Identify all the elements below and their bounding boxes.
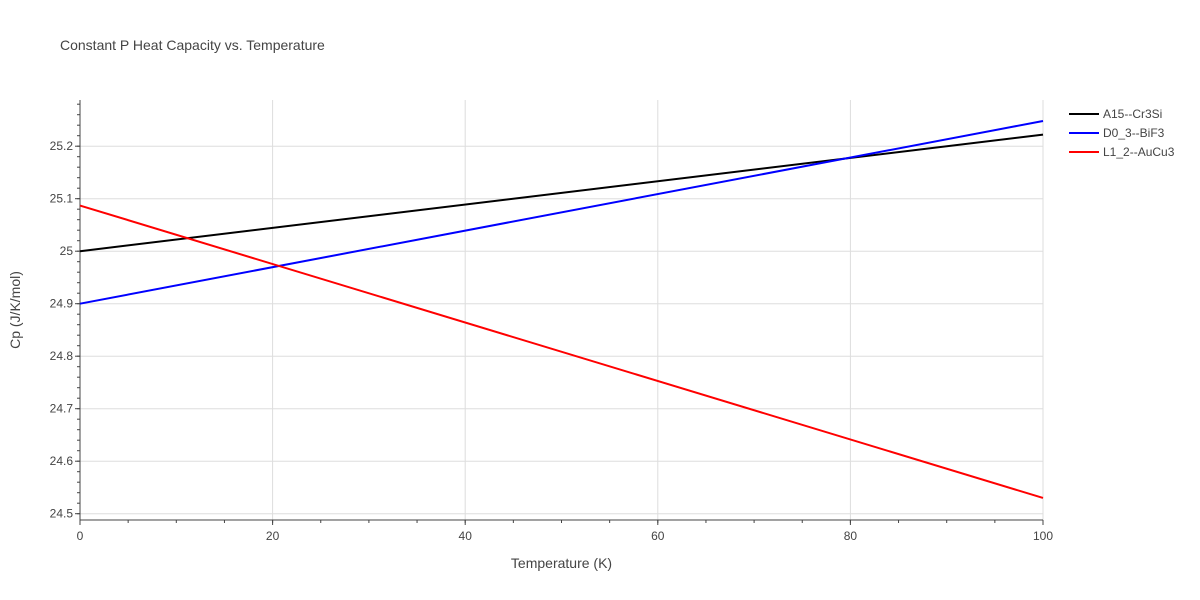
y-tick-label: 24.5 — [50, 507, 74, 521]
series-line — [79, 133, 1044, 253]
y-tick-label: 24.9 — [50, 297, 74, 311]
y-axis-title: Cp (J/K/mol) — [7, 271, 23, 349]
legend-label: D0_3--BiF3 — [1103, 126, 1165, 140]
legend-item[interactable]: L1_2--AuCu3 — [1069, 145, 1175, 159]
axes-layer: 24.5 24.6 24.7 24.8 24.9 25 25.1 25.2 0 20 40 60 80 1… — [50, 100, 1053, 543]
y-tick-label: 25 — [60, 244, 74, 258]
legend-label: A15--Cr3Si — [1103, 107, 1162, 121]
chart-title: Constant P Heat Capacity vs. Temperature — [60, 37, 325, 53]
x-tick-label: 0 — [77, 529, 84, 543]
x-tick-label: 100 — [1033, 529, 1053, 543]
y-tick-label: 25.2 — [50, 139, 74, 153]
y-tick-label: 24.7 — [50, 402, 74, 416]
legend-item[interactable]: D0_3--BiF3 — [1069, 126, 1165, 140]
x-tick-label: 60 — [651, 529, 665, 543]
x-tick-label: 80 — [844, 529, 858, 543]
x-tick-label: 20 — [266, 529, 280, 543]
y-tick-label: 25.1 — [50, 192, 74, 206]
grid-layer — [80, 100, 1044, 520]
x-tick-label: 40 — [459, 529, 473, 543]
series-layer — [79, 120, 1044, 499]
legend-label: L1_2--AuCu3 — [1103, 145, 1175, 159]
y-tick-label: 24.8 — [50, 349, 74, 363]
legend-item[interactable]: A15--Cr3Si — [1069, 107, 1162, 121]
series-line — [79, 120, 1044, 305]
series-line — [79, 204, 1044, 499]
legend[interactable]: A15--Cr3Si D0_3--BiF3 L1_2--AuCu3 — [1069, 107, 1175, 159]
y-tick-label: 24.6 — [50, 454, 74, 468]
x-axis-title: Temperature (K) — [511, 555, 612, 571]
